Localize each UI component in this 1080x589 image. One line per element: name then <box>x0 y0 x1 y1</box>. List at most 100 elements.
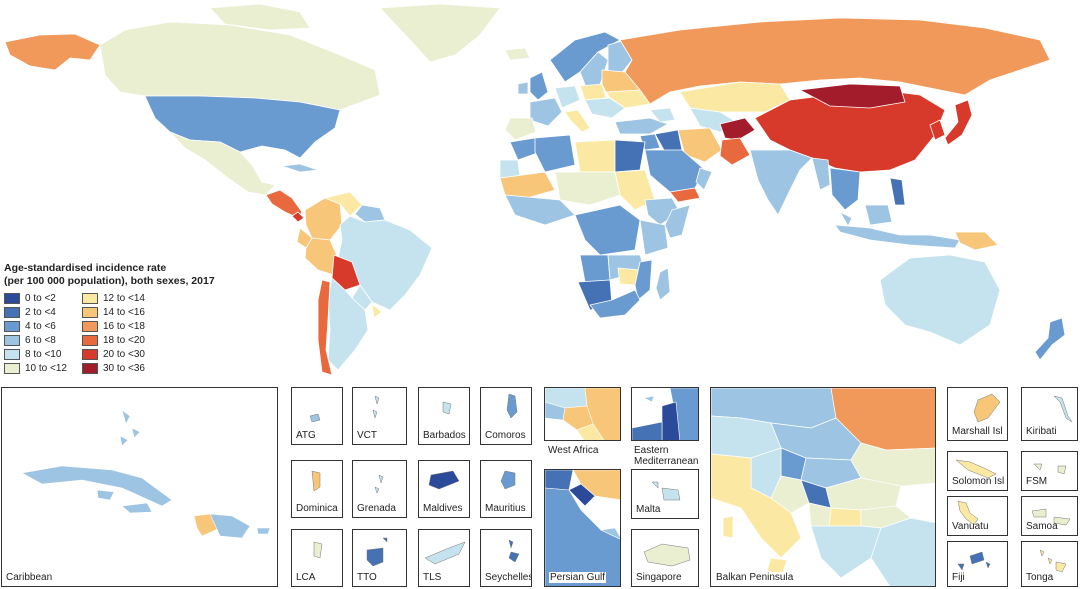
legend-swatch <box>82 362 98 374</box>
inset-malta: Malta <box>631 469 699 519</box>
legend-title-line1: Age-standardised incidence rate <box>4 262 167 274</box>
region-mauritania-mali <box>499 171 556 201</box>
region-uk <box>529 71 549 101</box>
region-central-africa <box>574 204 641 256</box>
region-malaysia <box>839 211 853 227</box>
inset-vct: VCT <box>352 387 407 445</box>
inset-persian-gulf: Persian Gulf <box>544 469 621 587</box>
legend-label: 2 to <4 <box>25 306 56 318</box>
region-iraq <box>654 129 683 153</box>
region-baltic-belarus <box>601 69 641 93</box>
region-west-africa <box>504 194 576 226</box>
region-west-sahara <box>499 159 521 179</box>
inset-barbados-label: Barbados <box>423 430 466 441</box>
inset-marshall-label: Marshall Isl <box>952 426 1003 437</box>
region-italy <box>564 109 591 133</box>
inset-west-africa-label: West Africa <box>548 445 599 456</box>
inset-tls-label: TLS <box>423 572 442 583</box>
legend-label: 10 to <12 <box>25 362 67 374</box>
inset-east-med <box>631 387 699 441</box>
legend-item: 30 to <36 <box>82 362 192 374</box>
region-australia <box>879 254 1001 346</box>
legend-item: 10 to <12 <box>4 362 78 374</box>
region-philippines <box>889 177 906 206</box>
region-iran <box>677 127 723 163</box>
region-turkey <box>614 117 669 135</box>
legend-label: 30 to <36 <box>103 362 145 374</box>
inset-tonga-label: Tonga <box>1026 572 1054 583</box>
legend-item: 12 to <14 <box>82 292 192 304</box>
legend-label: 20 to <30 <box>103 348 145 360</box>
inset-maldives-label: Maldives <box>423 503 463 514</box>
region-south-africa <box>589 289 641 319</box>
inset-mauritius: Mauritius <box>480 460 532 518</box>
region-india <box>749 149 813 216</box>
region-arctic-islands <box>209 3 311 31</box>
inset-kiribati-label: Kiribati <box>1026 426 1057 437</box>
region-yemen <box>669 187 701 203</box>
inset-persian-gulf-label: Persian Gulf <box>549 572 607 583</box>
legend-item: 6 to <8 <box>4 334 78 346</box>
legend-swatch <box>82 320 98 332</box>
inset-kiribati: Kiribati <box>1021 387 1078 441</box>
legend-item: 20 to <30 <box>82 348 192 360</box>
inset-solomon-label: Solomon Isl <box>952 476 1005 487</box>
region-costa-rica <box>291 211 305 223</box>
legend-swatch <box>4 292 20 304</box>
world-choropleth-map <box>4 3 1066 376</box>
legend-item: 0 to <2 <box>4 292 78 304</box>
inset-fiji-label: Fiji <box>952 572 965 583</box>
inset-tonga: Tonga <box>1021 541 1078 587</box>
region-east-europe <box>584 97 626 119</box>
legend-item: 4 to <6 <box>4 320 78 332</box>
inset-singapore: Singapore <box>631 529 699 587</box>
inset-barbados: Barbados <box>418 387 470 445</box>
region-greenland <box>379 3 501 63</box>
inset-comoros-label: Comoros <box>485 430 526 441</box>
region-algeria <box>534 134 576 173</box>
region-russia <box>619 17 1051 105</box>
legend-items: 0 to <2 12 to <14 2 to <4 14 to <16 4 to <6 1… <box>4 292 244 374</box>
legend-title-line2: (per 100 000 population), both sexes, 20… <box>4 275 215 287</box>
inset-caribbean-label: Caribbean <box>6 572 53 583</box>
region-venezuela <box>324 191 363 217</box>
inset-tto-label: TTO <box>357 572 377 583</box>
inset-malta-label: Malta <box>636 504 661 515</box>
legend-swatch <box>4 362 20 374</box>
legend-label: 16 to <18 <box>103 320 145 332</box>
inset-east-med-label-1: Eastern <box>634 445 669 456</box>
region-korea <box>929 119 946 141</box>
region-argentina <box>327 277 369 371</box>
region-libya <box>574 139 616 173</box>
region-canada <box>99 21 381 111</box>
region-niger-chad <box>554 171 621 206</box>
inset-caribbean-shapes <box>21 409 271 539</box>
legend-item: 8 to <10 <box>4 348 78 360</box>
region-indonesia <box>834 224 961 249</box>
legend-swatch <box>4 334 20 346</box>
region-egypt <box>614 139 646 173</box>
map-legend: Age-standardised incidence rate (per 100… <box>4 262 244 374</box>
inset-balkan-label: Balkan Peninsula <box>715 572 795 583</box>
legend-swatch <box>4 306 20 318</box>
region-mongolia <box>799 83 906 109</box>
inset-vanuatu: Vanuatu <box>947 496 1008 536</box>
inset-vct-label: VCT <box>357 430 377 441</box>
inset-tto: TTO <box>352 529 407 587</box>
region-madagascar <box>655 267 671 301</box>
region-iceland <box>504 47 531 61</box>
region-japan <box>944 99 973 146</box>
inset-grenada-label: Grenada <box>357 503 396 514</box>
legend-swatch <box>4 348 20 360</box>
legend-item: 2 to <4 <box>4 306 78 318</box>
inset-grenada: Grenada <box>352 460 407 518</box>
inset-solomon: Solomon Isl <box>947 451 1008 491</box>
region-pakistan <box>719 137 751 166</box>
region-usa <box>144 95 341 159</box>
region-iberia <box>504 117 537 141</box>
region-colombia <box>304 197 343 241</box>
inset-balkan: Balkan Peninsula <box>710 387 936 587</box>
region-alaska <box>4 33 101 71</box>
region-angola <box>579 254 611 283</box>
region-ireland <box>517 81 529 95</box>
